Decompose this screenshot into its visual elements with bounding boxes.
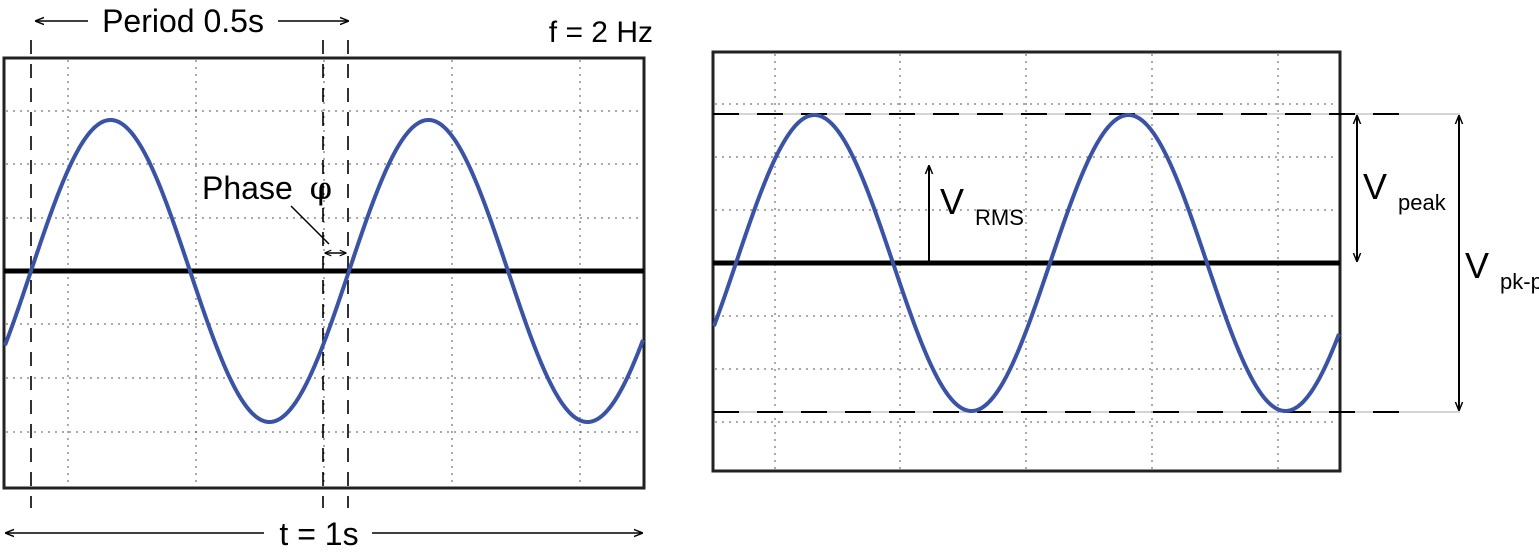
- right-sine-wave: [712, 113, 1341, 414]
- svg-text:V pk-pk: V pk-pk: [1465, 245, 1539, 294]
- vrms-label: V: [940, 181, 964, 222]
- period-label: Period 0.5s: [102, 3, 264, 39]
- right-oscilloscope-panel: [711, 50, 1460, 473]
- svg-text:V peak: V peak: [1363, 166, 1447, 215]
- vpeak-annotation: V peak: [1357, 116, 1447, 261]
- left-period-markers: [30, 40, 349, 508]
- right-grid: [715, 54, 1338, 469]
- time-span-annotation: t = 1s: [6, 516, 642, 552]
- svg-text:V RMS: V RMS: [940, 181, 1024, 230]
- vpkpk-label: V: [1465, 245, 1489, 286]
- vpeak-subscript: peak: [1398, 190, 1447, 215]
- frequency-label: f = 2 Hz: [549, 16, 653, 49]
- vpeak-label: V: [1363, 166, 1387, 207]
- phase-symbol: φ: [310, 169, 332, 207]
- left-oscilloscope-panel: [2, 40, 646, 508]
- vpkpk-annotation: V pk-pk: [1459, 116, 1539, 410]
- vpkpk-subscript: pk-pk: [1500, 269, 1539, 294]
- left-sine-wave: [3, 117, 645, 425]
- right-peak-reference-lines: [713, 113, 1460, 413]
- left-grid: [6, 60, 642, 486]
- period-annotation: Period 0.5s: [36, 3, 348, 39]
- vrms-subscript: RMS: [975, 205, 1024, 230]
- svg-text:Phase φ: Phase φ: [202, 169, 332, 207]
- time-label: t = 1s: [279, 516, 358, 552]
- vrms-annotation: V RMS: [929, 166, 1024, 262]
- phase-annotation: Phase φ: [202, 169, 346, 253]
- phase-label: Phase: [202, 170, 293, 206]
